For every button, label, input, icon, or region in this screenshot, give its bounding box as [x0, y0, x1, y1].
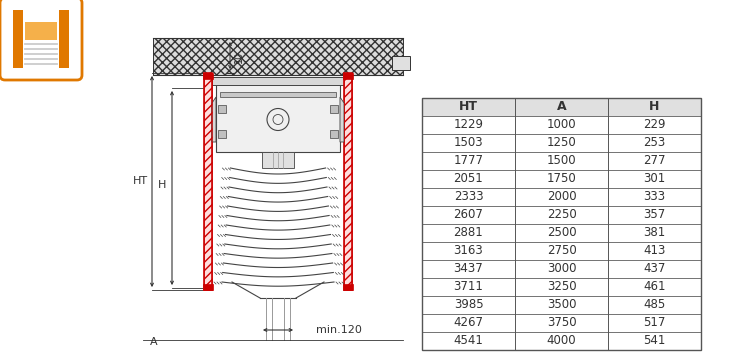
Bar [343, 284, 353, 290]
Bar [422, 296, 701, 314]
Bar [13, 10, 23, 68]
Bar [153, 38, 403, 75]
Text: 2607: 2607 [454, 209, 484, 222]
Text: 2750: 2750 [547, 244, 576, 257]
Bar [330, 105, 338, 113]
Bar [422, 170, 701, 188]
Bar [422, 278, 701, 296]
Text: 461: 461 [644, 280, 666, 293]
Polygon shape [340, 97, 344, 142]
Text: min.120: min.120 [316, 325, 362, 335]
Text: HT: HT [459, 100, 478, 113]
Text: 1750: 1750 [547, 173, 576, 186]
Bar [422, 314, 701, 332]
Text: 229: 229 [644, 118, 666, 131]
Bar [422, 242, 701, 260]
Text: 4267: 4267 [454, 317, 484, 330]
Text: 1000: 1000 [547, 118, 576, 131]
Text: 4000: 4000 [547, 335, 576, 348]
Bar [422, 134, 701, 152]
Bar [25, 22, 57, 40]
Text: 1777: 1777 [454, 155, 484, 168]
Text: 2500: 2500 [547, 226, 576, 239]
Bar [344, 73, 352, 290]
Text: 357: 357 [644, 209, 666, 222]
Text: 10: 10 [234, 51, 244, 62]
Text: 517: 517 [644, 317, 666, 330]
Text: 1250: 1250 [547, 136, 576, 149]
Text: 3250: 3250 [547, 280, 576, 293]
Text: 333: 333 [644, 191, 665, 204]
Text: 4541: 4541 [454, 335, 484, 348]
Bar [59, 10, 69, 68]
Bar [220, 92, 336, 97]
Bar [344, 73, 352, 290]
Bar [422, 188, 701, 206]
Text: 381: 381 [644, 226, 666, 239]
Text: 437: 437 [644, 262, 666, 275]
Bar [343, 73, 353, 79]
Text: 1229: 1229 [454, 118, 484, 131]
Polygon shape [212, 97, 216, 142]
Bar [422, 116, 701, 134]
Text: 253: 253 [644, 136, 666, 149]
Bar [422, 260, 701, 278]
Text: H: H [650, 100, 660, 113]
Text: 301: 301 [644, 173, 666, 186]
Text: 2333: 2333 [454, 191, 483, 204]
Bar [422, 152, 701, 170]
Text: 2881: 2881 [454, 226, 483, 239]
Text: HT: HT [133, 177, 148, 187]
Text: 1500: 1500 [547, 155, 576, 168]
Text: 485: 485 [644, 299, 666, 312]
Bar [422, 98, 701, 350]
Text: H: H [158, 180, 166, 190]
Bar [216, 77, 340, 152]
Bar [422, 224, 701, 242]
Text: 3711: 3711 [454, 280, 484, 293]
Bar [392, 56, 410, 70]
Bar [422, 332, 701, 350]
Bar [204, 73, 212, 290]
Bar [212, 77, 344, 85]
Text: 2250: 2250 [547, 209, 576, 222]
Bar [422, 206, 701, 224]
Text: 2000: 2000 [547, 191, 576, 204]
Text: 3750: 3750 [547, 317, 576, 330]
FancyBboxPatch shape [0, 0, 82, 80]
Bar [218, 105, 226, 113]
Text: 3000: 3000 [547, 262, 576, 275]
Text: A: A [556, 100, 566, 113]
Text: 3985: 3985 [454, 299, 483, 312]
Text: 3437: 3437 [454, 262, 483, 275]
Text: A: A [150, 337, 158, 347]
Text: 1503: 1503 [454, 136, 483, 149]
Bar [422, 98, 701, 116]
Text: 3500: 3500 [547, 299, 576, 312]
Text: 413: 413 [644, 244, 666, 257]
Bar [203, 73, 213, 79]
Text: 2051: 2051 [454, 173, 483, 186]
Text: 277: 277 [644, 155, 666, 168]
Bar [203, 284, 213, 290]
Text: 3163: 3163 [454, 244, 483, 257]
Bar [204, 73, 212, 290]
Text: 541: 541 [644, 335, 666, 348]
Bar [262, 152, 294, 168]
Bar [422, 98, 701, 116]
Bar [218, 130, 226, 138]
Bar [330, 130, 338, 138]
